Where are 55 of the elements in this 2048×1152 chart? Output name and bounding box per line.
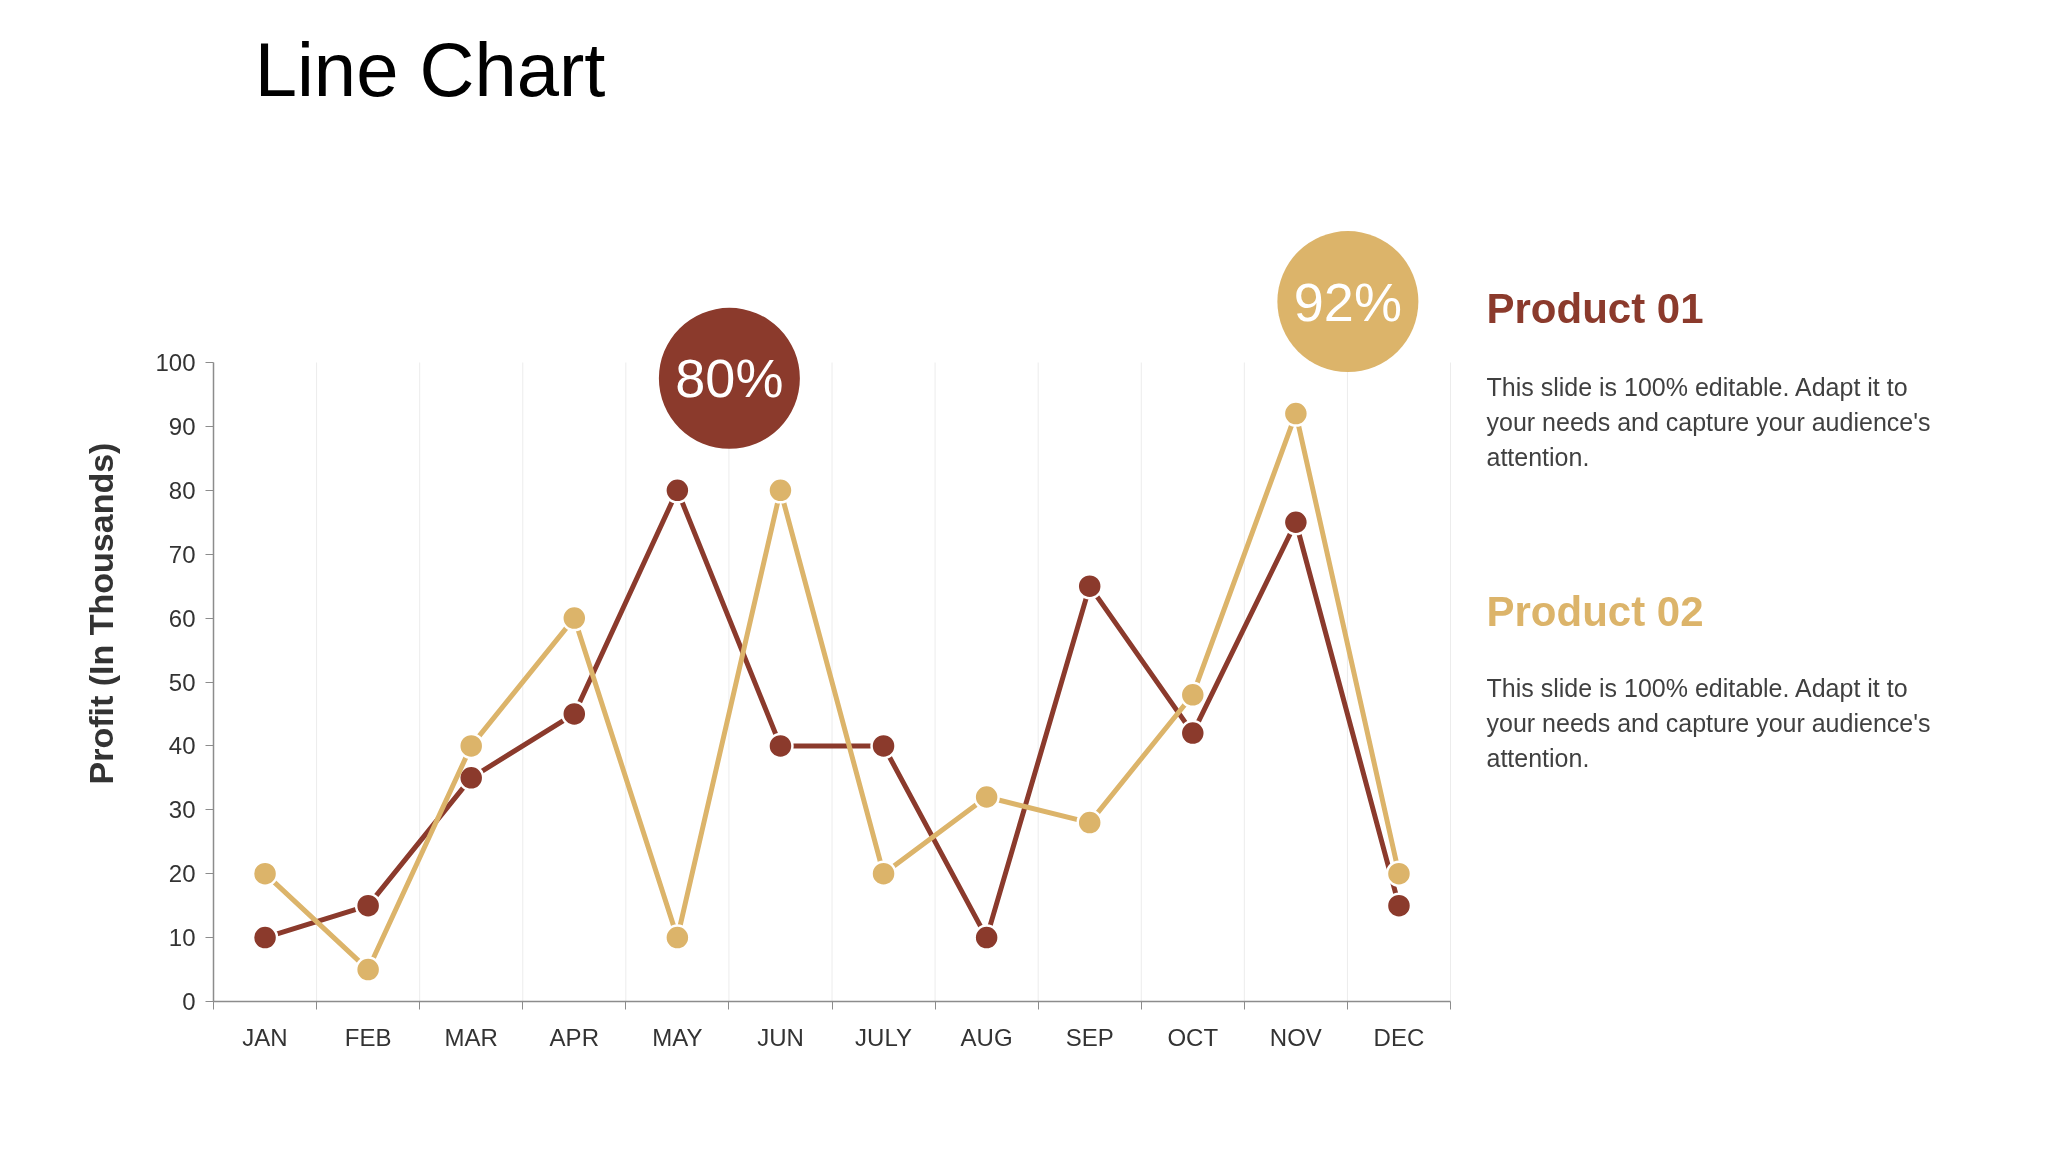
point <box>1076 809 1103 836</box>
text: This slide is 100% editable. Adapt it to your needs and capture your audience's attention. <box>1486 673 1931 772</box>
y-tick-label: 10 <box>168 924 196 952</box>
text: Product 01 <box>1486 285 1704 332</box>
point <box>251 860 279 887</box>
chart-title: Line Chart <box>254 26 606 112</box>
point <box>767 732 794 760</box>
annotation: 92% <box>1293 271 1402 332</box>
y-tick-label: 20 <box>168 860 196 888</box>
y-tick-label: 60 <box>168 604 196 632</box>
point <box>1385 892 1413 919</box>
point <box>973 783 1000 811</box>
x-tick-label: NOV <box>1269 1023 1322 1051</box>
point <box>561 700 588 728</box>
x-tick-label: SEP <box>1065 1023 1114 1051</box>
x-tick-label: FEB <box>344 1023 392 1051</box>
y-tick-label: 90 <box>168 412 196 440</box>
y-tick-label: 0 <box>182 988 196 1015</box>
point <box>1179 681 1207 709</box>
point <box>664 477 691 504</box>
x-tick-label: MAY <box>652 1023 703 1051</box>
point <box>870 732 897 760</box>
point <box>767 477 794 504</box>
y-tick-label: 40 <box>168 732 196 760</box>
x-tick-label: JAN <box>242 1023 288 1051</box>
point <box>251 924 279 951</box>
point <box>1076 572 1103 600</box>
x-tick-label: AUG <box>960 1023 1013 1051</box>
x-tick-label: DEC <box>1373 1023 1425 1051</box>
point <box>561 604 588 632</box>
point <box>457 764 485 792</box>
text: This slide is 100% editable. Adapt it to your needs and capture your audience's attention. <box>1486 372 1931 471</box>
y-tick-label: 100 <box>155 349 196 376</box>
point <box>354 956 382 983</box>
point <box>1179 719 1207 747</box>
y-tick-label: 70 <box>168 540 196 568</box>
x-tick-label: JUN <box>757 1023 804 1051</box>
x-tick-label: MAR <box>444 1023 498 1051</box>
point <box>1282 509 1310 536</box>
point <box>664 924 691 951</box>
point <box>870 860 897 887</box>
y-tick-label: 80 <box>168 476 196 504</box>
point <box>1282 400 1310 427</box>
point <box>354 892 382 919</box>
y-tick-label: 50 <box>168 668 196 696</box>
point <box>1385 860 1413 887</box>
y-tick-label: 30 <box>168 796 196 824</box>
text: Product 02 <box>1486 588 1704 635</box>
y-axis-title: Profit (In Thousands) <box>82 442 121 785</box>
point <box>457 732 485 760</box>
point <box>973 924 1000 951</box>
x-tick-label: OCT <box>1167 1023 1219 1051</box>
annotation: 80% <box>675 348 784 409</box>
x-tick-label: APR <box>549 1023 599 1051</box>
x-tick-label: JULY <box>855 1023 912 1051</box>
